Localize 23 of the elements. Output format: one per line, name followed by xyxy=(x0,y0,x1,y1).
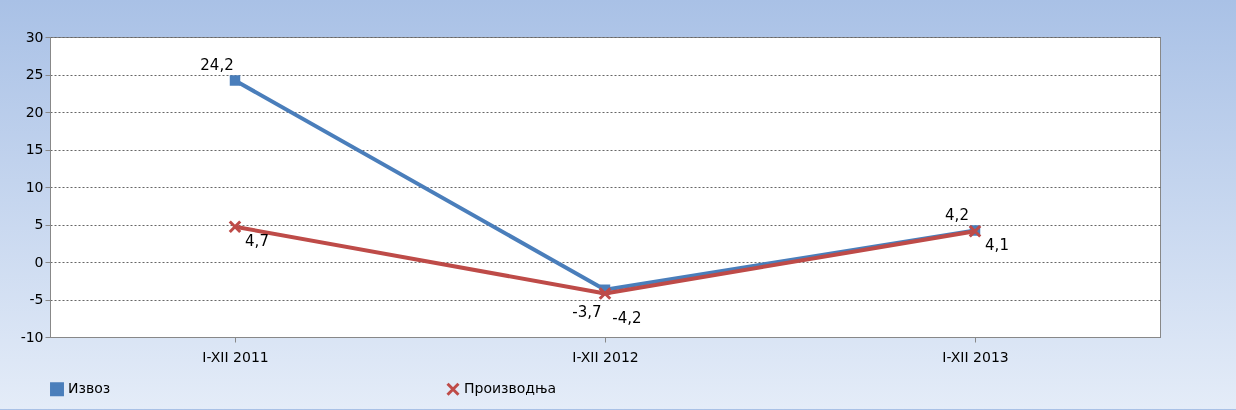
y-tick-label: 5 xyxy=(34,216,44,232)
y-tick-label: -10 xyxy=(20,328,44,345)
data-label: 4,1 xyxy=(985,236,1009,255)
x-tick-label: I-XII 2011 xyxy=(202,348,269,365)
data-label: -4,2 xyxy=(612,308,642,327)
x-tick-label: I-XII 2012 xyxy=(572,348,639,365)
y-tick-label: 25 xyxy=(25,66,44,82)
y-tick-label: 15 xyxy=(25,141,44,157)
point xyxy=(598,286,612,301)
y-tick-label: -5 xyxy=(29,291,44,307)
x-tick-label: I-XII 2013 xyxy=(942,348,1009,365)
legend-label: Извоз xyxy=(68,380,111,397)
data-label: 4,2 xyxy=(945,205,969,224)
data-label: -3,7 xyxy=(572,302,602,321)
y-tick-label: 0 xyxy=(34,253,44,270)
y-tick-label: 20 xyxy=(25,103,44,120)
legend-label: Производња xyxy=(464,380,557,397)
point xyxy=(228,220,242,234)
data-label: 4,7 xyxy=(245,231,269,250)
point xyxy=(229,75,241,86)
y-tick-label: 10 xyxy=(25,178,44,195)
data-label: 24,2 xyxy=(200,55,234,74)
y-tick-label: 30 xyxy=(25,28,44,45)
